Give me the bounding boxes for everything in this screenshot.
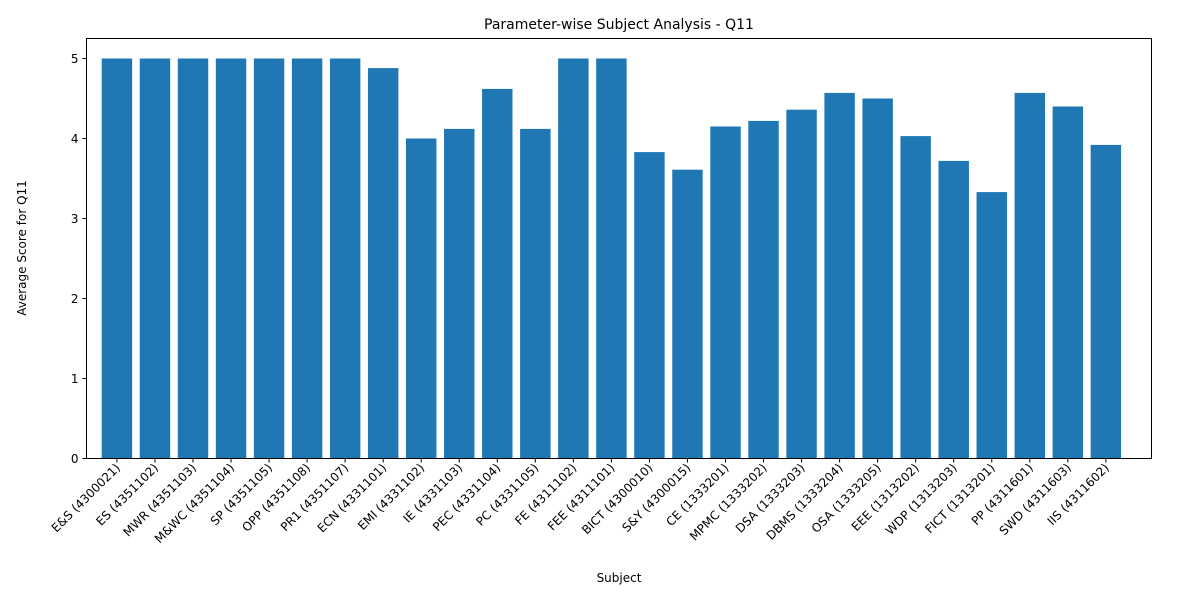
- y-tick-label: 4: [71, 132, 79, 146]
- bar: [444, 128, 475, 459]
- bar: [748, 120, 779, 459]
- bar: [367, 68, 399, 459]
- bar: [786, 109, 817, 459]
- y-tick-label: 0: [71, 452, 79, 466]
- bar: [101, 58, 133, 459]
- bar: [710, 126, 741, 459]
- bar: [1014, 92, 1045, 459]
- bar: [862, 98, 893, 459]
- bar: [291, 58, 323, 459]
- y-tick-label: 3: [71, 212, 79, 226]
- bar: [253, 58, 285, 459]
- bar: [406, 138, 437, 459]
- bar: [139, 58, 171, 459]
- bar: [1090, 144, 1122, 459]
- bar: [824, 92, 855, 459]
- bar: [520, 128, 551, 459]
- bar: [634, 152, 665, 459]
- bar: [215, 58, 247, 459]
- bar: [900, 136, 931, 459]
- bar: [482, 88, 513, 459]
- y-tick-label: 5: [71, 52, 79, 66]
- y-axis-label: Average Score for Q11: [15, 180, 29, 316]
- bar: [596, 58, 627, 459]
- y-axis: 0 1 2 3 4 5: [71, 52, 87, 466]
- plot-frame: [86, 38, 1152, 459]
- bar: [329, 58, 361, 459]
- bar: [1052, 106, 1084, 459]
- bar: [672, 169, 703, 459]
- y-tick-label: 1: [71, 372, 79, 386]
- y-tick-label: 2: [71, 292, 79, 306]
- chart-title: Parameter-wise Subject Analysis - Q11: [484, 17, 754, 33]
- bar: [177, 58, 209, 459]
- x-axis-label: Subject: [597, 571, 642, 585]
- bars: [101, 58, 1122, 459]
- bar: [976, 192, 1007, 459]
- bar: [938, 160, 969, 459]
- bar: [558, 58, 589, 459]
